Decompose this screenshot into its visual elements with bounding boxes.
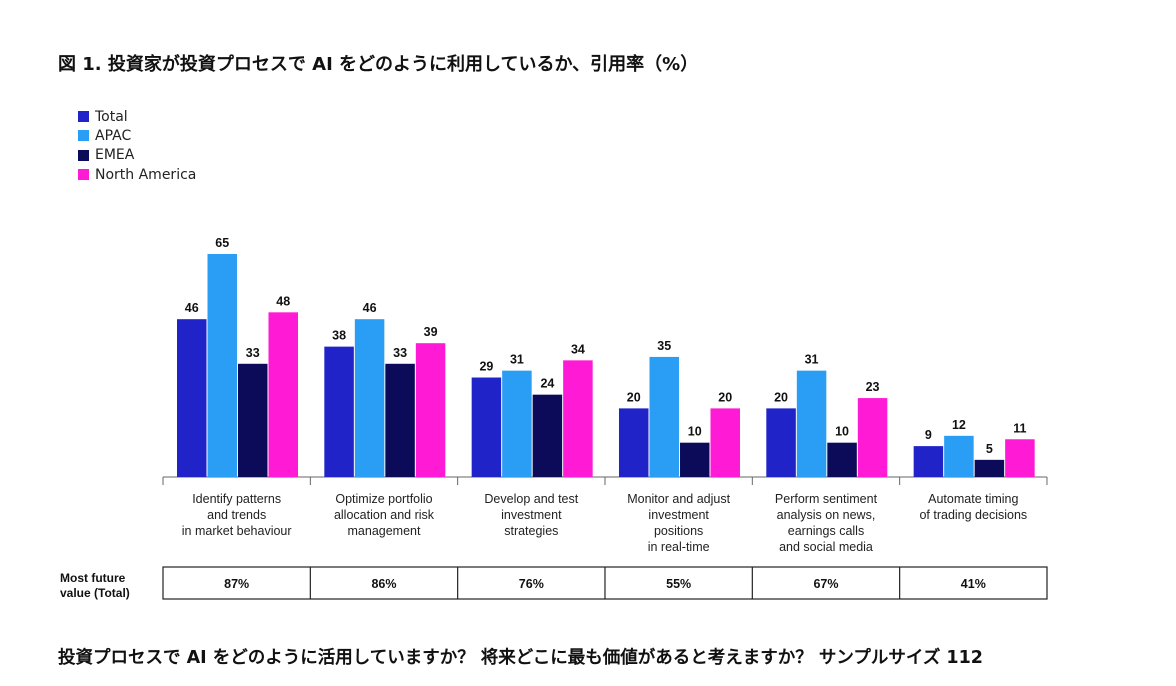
bar-north-america-1 bbox=[268, 312, 298, 477]
legend-swatch-north-america bbox=[78, 169, 89, 181]
legend-swatch-emea bbox=[78, 149, 89, 161]
legend-item-total: Total bbox=[78, 107, 196, 126]
data-label-emea-6: 5 bbox=[986, 442, 993, 456]
data-label-north-america-1: 48 bbox=[276, 294, 290, 308]
data-label-total-5: 20 bbox=[774, 390, 788, 404]
legend-label-north-america: North America bbox=[95, 166, 197, 183]
bar-north-america-4 bbox=[710, 408, 740, 477]
category-label-5: Perform sentiment analysis on news, earnin… bbox=[775, 492, 878, 554]
data-label-apac-2: 46 bbox=[363, 301, 377, 315]
category-label-4: Monitor and adjust investment positions in … bbox=[627, 492, 730, 554]
bar-emea-1 bbox=[238, 363, 268, 477]
bar-apac-3 bbox=[502, 370, 532, 477]
bar-emea-3 bbox=[532, 394, 563, 477]
table-value-1: 87% bbox=[224, 577, 249, 591]
data-label-emea-4: 10 bbox=[688, 425, 702, 439]
legend-label-emea: EMEA bbox=[95, 147, 135, 164]
legend: Total APAC EMEA North America bbox=[78, 107, 196, 184]
legend-label-total: Total bbox=[95, 108, 128, 125]
legend-swatch-apac bbox=[78, 130, 89, 142]
bar-emea-5 bbox=[827, 442, 857, 477]
legend-item-apac: APAC bbox=[78, 126, 196, 145]
bar-north-america-6 bbox=[1005, 439, 1035, 477]
data-label-apac-3: 31 bbox=[510, 353, 524, 367]
data-label-total-2: 38 bbox=[332, 329, 346, 343]
bar-emea-6 bbox=[974, 459, 1005, 477]
category-label-6: Automate timing of trading decisions bbox=[919, 492, 1027, 522]
category-label-2: Optimize portfolio allocation and risk man… bbox=[334, 492, 435, 538]
data-label-total-3: 29 bbox=[479, 360, 493, 374]
table-value-4: 55% bbox=[666, 577, 691, 591]
table-value-2: 86% bbox=[371, 577, 396, 591]
legend-swatch-total bbox=[78, 111, 89, 123]
bar-apac-4 bbox=[649, 356, 679, 477]
data-label-apac-5: 31 bbox=[805, 353, 819, 367]
bar-north-america-2 bbox=[415, 343, 446, 477]
table-value-6: 41% bbox=[961, 577, 986, 591]
data-label-north-america-4: 20 bbox=[718, 390, 732, 404]
data-label-apac-1: 65 bbox=[215, 236, 229, 250]
data-label-total-1: 46 bbox=[185, 301, 199, 315]
bar-total-3 bbox=[471, 377, 502, 477]
chart-title: 図 1. 投資家が投資プロセスで AI をどのように利用しているか、引用率（%） bbox=[58, 54, 699, 75]
bar-total-4 bbox=[618, 408, 649, 477]
legend-item-north-america: North America bbox=[78, 165, 196, 184]
bar-apac-5 bbox=[796, 370, 827, 477]
bar-apac-6 bbox=[944, 435, 974, 477]
bar-emea-4 bbox=[679, 442, 710, 477]
data-label-north-america-3: 34 bbox=[571, 342, 585, 356]
bar-apac-2 bbox=[354, 319, 385, 477]
data-label-apac-4: 35 bbox=[657, 339, 671, 353]
bar-apac-1 bbox=[207, 254, 237, 477]
bar-emea-2 bbox=[385, 363, 415, 477]
footer-note: 投資プロセスで AI をどのように活用していますか？ 将来どこに最も価値があると… bbox=[58, 648, 983, 668]
legend-item-emea: EMEA bbox=[78, 146, 196, 165]
category-label-3: Develop and test investment strategies bbox=[484, 492, 578, 538]
data-label-total-4: 20 bbox=[627, 390, 641, 404]
bar-total-5 bbox=[766, 408, 796, 477]
bar-north-america-3 bbox=[563, 360, 593, 477]
table-row-label: Most future value (Total) bbox=[60, 571, 130, 600]
data-label-emea-5: 10 bbox=[835, 425, 849, 439]
category-label-1: Identify patterns and trends in market beh… bbox=[182, 492, 292, 538]
data-label-emea-2: 33 bbox=[393, 346, 407, 360]
bar-total-6 bbox=[913, 446, 944, 477]
data-label-emea-3: 24 bbox=[540, 377, 554, 391]
legend-label-apac: APAC bbox=[95, 127, 132, 144]
bar-north-america-5 bbox=[857, 398, 888, 477]
data-label-apac-6: 12 bbox=[952, 418, 966, 432]
bar-total-1 bbox=[177, 319, 207, 477]
data-label-total-6: 9 bbox=[925, 428, 932, 442]
table-value-5: 67% bbox=[813, 577, 838, 591]
data-label-north-america-5: 23 bbox=[866, 380, 880, 394]
bar-total-2 bbox=[324, 346, 354, 477]
data-label-emea-1: 33 bbox=[246, 346, 260, 360]
data-label-north-america-6: 11 bbox=[1013, 421, 1026, 435]
table-value-3: 76% bbox=[519, 577, 544, 591]
data-label-north-america-2: 39 bbox=[424, 325, 438, 339]
